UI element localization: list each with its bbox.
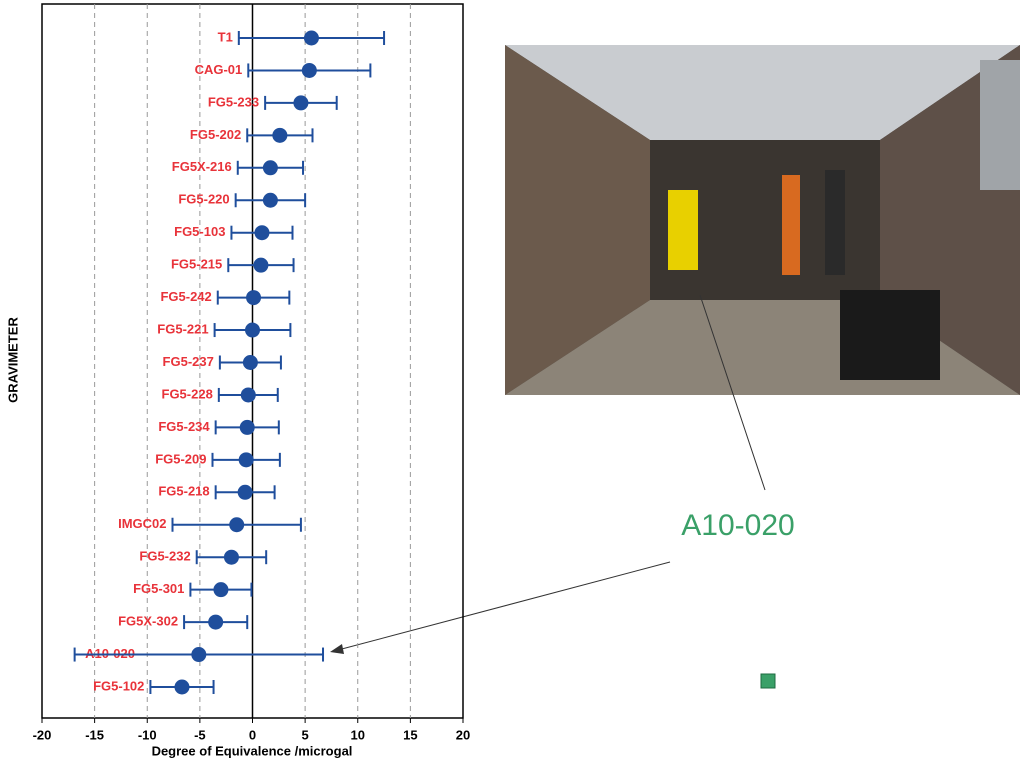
point (245, 323, 260, 338)
x-tick-label: 0 (249, 727, 256, 742)
category-label: FG5-228 (162, 386, 213, 401)
category-label: FG5-220 (178, 192, 229, 207)
y-axis-label: GRAVIMETER (5, 317, 20, 403)
point (254, 225, 269, 240)
category-label: FG5-202 (190, 127, 241, 142)
point (229, 517, 244, 532)
point (238, 485, 253, 500)
category-label: FG5-237 (163, 354, 214, 369)
category-label: FG5X-216 (172, 159, 232, 174)
point (241, 387, 256, 402)
x-tick-label: 10 (351, 727, 365, 742)
x-tick-label: -5 (194, 727, 206, 742)
category-label: FG5X-302 (118, 614, 178, 629)
category-label: FG5-242 (160, 289, 211, 304)
photo-case (840, 290, 940, 380)
point (240, 420, 255, 435)
category-label: FG5-221 (157, 321, 208, 336)
point (302, 63, 317, 78)
point (213, 582, 228, 597)
x-tick-label: 20 (456, 727, 470, 742)
annotation: A10-020 (681, 509, 794, 542)
category-label: T1 (218, 29, 233, 44)
point (243, 355, 258, 370)
x-tick-label: -10 (138, 727, 157, 742)
point (191, 647, 206, 662)
category-label: FG5-232 (139, 549, 190, 564)
category-label: FG5-301 (133, 581, 184, 596)
photo (505, 45, 1020, 395)
point (253, 258, 268, 273)
category-label: FG5-218 (158, 484, 209, 499)
photo-person (782, 175, 800, 275)
pointer-arrow (338, 562, 670, 650)
category-label: FG5-233 (208, 94, 259, 109)
page: A10-020 GRAVIMETER Degree of Equivalence… (0, 0, 1025, 766)
x-tick-label: 5 (302, 727, 309, 742)
point (239, 452, 254, 467)
category-label: FG5-234 (158, 419, 210, 434)
point (263, 160, 278, 175)
category-label: FG5-209 (155, 451, 206, 466)
category-label: FG5-103 (174, 224, 225, 239)
point (208, 615, 223, 630)
category-label: IMGC02 (118, 516, 166, 531)
category-label: FG5-102 (93, 678, 144, 693)
x-tick-label: -20 (33, 727, 52, 742)
photo-instrument (668, 190, 698, 270)
point (263, 193, 278, 208)
point (224, 550, 239, 565)
category-label: CAG-01 (195, 62, 243, 77)
photo-cylinder (980, 60, 1020, 190)
point (272, 128, 287, 143)
point (246, 290, 261, 305)
category-label: A10-020 (85, 646, 135, 661)
green-square (761, 674, 775, 688)
x-tick-label: -15 (85, 727, 104, 742)
x-axis-label: Degree of Equivalence /microgal (152, 743, 353, 758)
point (174, 680, 189, 695)
point (304, 31, 319, 46)
photo-person (825, 170, 845, 275)
arrow-head (330, 644, 344, 654)
figure: A10-020 GRAVIMETER Degree of Equivalence… (0, 0, 1025, 766)
x-tick-label: 15 (403, 727, 417, 742)
point (293, 95, 308, 110)
category-label: FG5-215 (171, 257, 222, 272)
